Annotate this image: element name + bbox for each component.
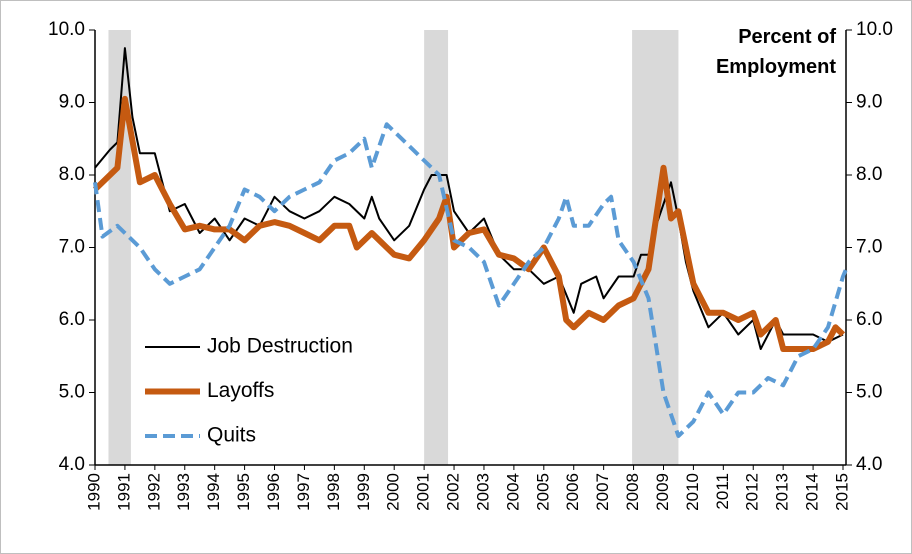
recession-band [632,30,679,465]
x-tick-label: 2007 [593,473,612,511]
y-tick-label: 9.0 [59,92,85,113]
recession-band [424,30,449,465]
x-tick-label: 2001 [414,473,433,511]
y2-tick-label: 6.0 [856,309,882,330]
x-tick-label: 1997 [294,473,313,511]
y2-tick-label: 7.0 [856,237,882,258]
x-tick-label: 2003 [473,473,492,511]
x-tick-label: 2015 [832,473,851,511]
legend-label: Job Destruction [207,335,353,358]
x-tick-label: 1993 [174,473,193,511]
x-tick-label: 2012 [743,473,762,511]
x-tick-label: 1996 [264,473,283,511]
y-tick-label: 4.0 [59,454,85,475]
x-tick-label: 2002 [444,473,463,511]
x-tick-label: 2000 [384,473,403,511]
x-tick-label: 1995 [234,473,253,511]
y-tick-label: 8.0 [59,164,85,185]
x-tick-label: 1998 [324,473,343,511]
y2-tick-label: 8.0 [856,164,882,185]
x-tick-label: 1990 [84,473,103,511]
y-tick-label: 5.0 [59,382,85,403]
x-tick-label: 2010 [683,473,702,511]
recession-band [108,30,131,465]
x-tick-label: 2004 [503,473,522,511]
x-tick-label: 1994 [204,473,223,511]
y-tick-label: 7.0 [59,237,85,258]
x-tick-label: 2008 [623,473,642,511]
y2-tick-label: 10.0 [856,19,893,40]
series-line [92,95,846,352]
x-tick-label: 1992 [144,473,163,511]
x-tick-label: 1999 [354,473,373,511]
y2-tick-label: 5.0 [856,382,882,403]
x-tick-label: 2011 [713,473,732,510]
x-tick-label: 2009 [653,473,672,511]
legend-label: Quits [207,424,256,447]
x-tick-label: 2013 [773,473,792,511]
legend-label: Layoffs [207,379,274,402]
x-tick-label: 2005 [533,473,552,511]
y2-tick-label: 4.0 [856,454,882,475]
series-line [94,47,844,350]
axis-title: Percent of Employment [715,26,836,78]
x-tick-label: 2006 [563,473,582,511]
x-tick-label: 2014 [803,473,822,511]
x-tick-label: 1991 [114,473,133,511]
y-tick-label: 6.0 [59,309,85,330]
y-tick-label: 10.0 [48,19,85,40]
series-line [93,122,848,438]
y2-tick-label: 9.0 [856,92,882,113]
